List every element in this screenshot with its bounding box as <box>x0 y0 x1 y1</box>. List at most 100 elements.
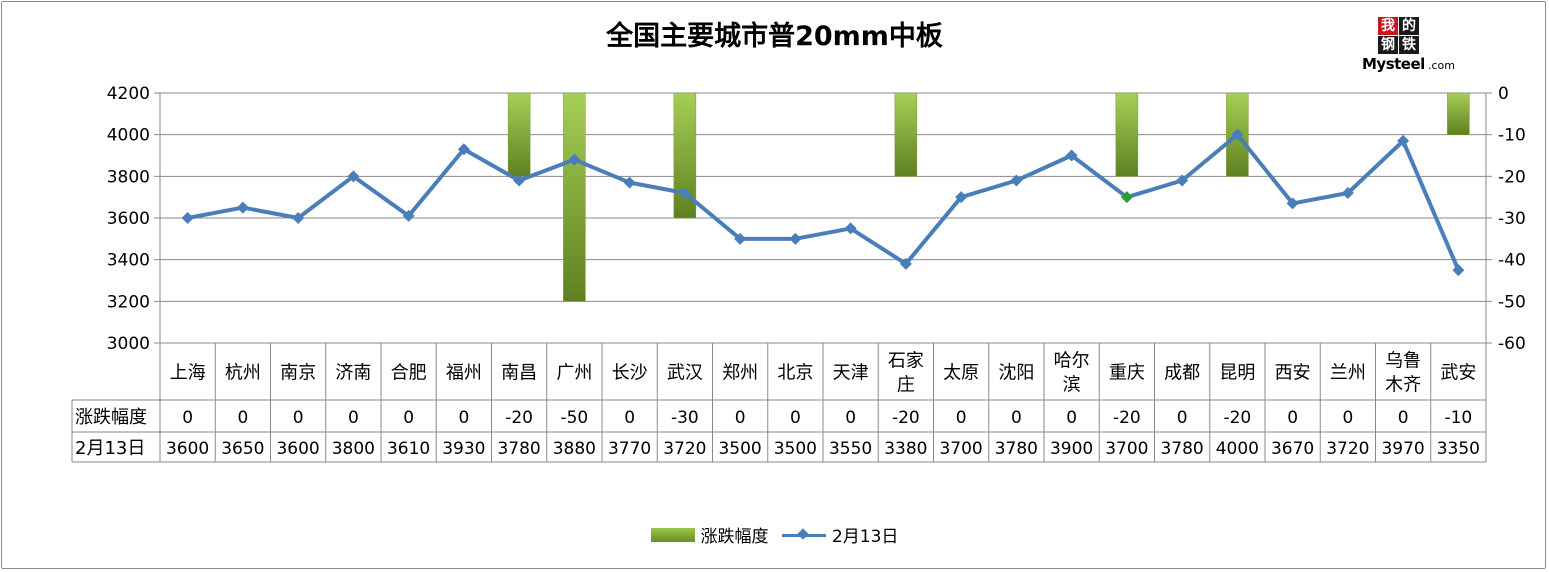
table-cell: 3880 <box>553 439 596 459</box>
table-cell: 3380 <box>884 439 927 459</box>
bar <box>563 92 586 302</box>
data-point <box>1286 197 1299 210</box>
category-label: 南昌 <box>501 363 537 384</box>
table-cell: 3500 <box>718 439 761 459</box>
category-label: 北京 <box>777 363 813 384</box>
table-cell: 3670 <box>1271 439 1314 459</box>
table-cell: 3610 <box>387 439 430 459</box>
table-cell: -10 <box>1444 408 1472 428</box>
table-cell: 3780 <box>1160 439 1203 459</box>
table-cell: -50 <box>560 408 588 428</box>
table-cell: -20 <box>505 408 533 428</box>
table-cell: -20 <box>1113 408 1141 428</box>
category-label: 合肥 <box>391 363 427 384</box>
data-point <box>1397 134 1410 147</box>
bar <box>507 92 531 177</box>
category-label: 郑州 <box>722 363 758 384</box>
category-label: 长沙 <box>612 363 648 384</box>
table-cell: -20 <box>892 408 920 428</box>
bar <box>1115 92 1139 177</box>
category-label: 木齐 <box>1385 375 1421 396</box>
line-series <box>181 128 1465 277</box>
table-cell: 3970 <box>1381 439 1424 459</box>
data-point <box>457 143 470 156</box>
table-cell: 3800 <box>332 439 375 459</box>
table-cell: 3780 <box>497 439 540 459</box>
table-cell: 0 <box>1011 408 1022 428</box>
table-cell: 0 <box>458 408 469 428</box>
category-label: 天津 <box>833 363 869 384</box>
category-label: 重庆 <box>1109 363 1145 384</box>
data-point <box>513 174 526 187</box>
bar-series <box>507 92 1470 302</box>
category-label: 石家 <box>888 351 924 372</box>
table-cell: 3550 <box>829 439 872 459</box>
data-point <box>1231 128 1244 141</box>
left-tick-label: 3000 <box>107 334 150 354</box>
table-cell: 0 <box>1066 408 1077 428</box>
left-tick-label: 3200 <box>107 292 150 312</box>
axes: 3000 3200 3400 3600 3800 4000 4200 -60 -50 -40 -30… <box>107 84 1526 354</box>
table-cell: 0 <box>1177 408 1188 428</box>
logo-brand: Mysteel <box>1362 55 1425 73</box>
category-label: 南京 <box>280 363 316 384</box>
category-label: 济南 <box>335 363 371 384</box>
logo-char: 钢 <box>1378 36 1398 54</box>
mysteel-logo: 我 的 钢 铁 Mysteel .com <box>1362 17 1472 77</box>
table-cell: 3720 <box>663 439 706 459</box>
table-cell: 0 <box>1287 408 1298 428</box>
category-label: 成都 <box>1164 363 1200 384</box>
category-label: 兰州 <box>1330 363 1366 384</box>
category-label: 昆明 <box>1219 363 1255 384</box>
table-cell: 0 <box>1342 408 1353 428</box>
category-label: 庄 <box>897 375 915 396</box>
legend-line-swatch <box>781 528 826 542</box>
category-label: 武汉 <box>667 363 703 384</box>
legend-line-label: 2月13日 <box>831 527 899 547</box>
category-label: 滨 <box>1063 375 1081 396</box>
table-cell: 3700 <box>1105 439 1148 459</box>
table-cell: 3780 <box>995 439 1038 459</box>
table-cell: 0 <box>956 408 967 428</box>
legend-bar-swatch <box>650 527 695 542</box>
legend-item-line: 2月13日 <box>781 522 899 547</box>
table-cell: 0 <box>845 408 856 428</box>
data-point <box>899 257 912 270</box>
table-cell: 0 <box>182 408 193 428</box>
table-cell: 3600 <box>276 439 319 459</box>
table-cell: 4000 <box>1216 439 1259 459</box>
data-point <box>789 232 802 245</box>
right-tick-label: -50 <box>1498 292 1526 312</box>
data-point <box>734 232 747 245</box>
category-label: 上海 <box>170 363 206 384</box>
data-point <box>1010 174 1023 187</box>
data-point <box>568 153 581 166</box>
bar <box>673 92 697 219</box>
bar <box>894 92 918 177</box>
logo-char: 我 <box>1378 17 1398 35</box>
table-cell: 0 <box>1398 408 1409 428</box>
right-tick-label: -60 <box>1498 334 1526 354</box>
left-tick-label: 4200 <box>107 84 150 104</box>
data-point <box>1176 174 1189 187</box>
right-tick-label: -20 <box>1498 167 1526 187</box>
table-row-header: 涨跌幅度 <box>75 407 147 428</box>
table-cell: 0 <box>237 408 248 428</box>
left-tick-label: 3800 <box>107 167 150 187</box>
category-label: 沈阳 <box>998 363 1034 384</box>
table-cell: 0 <box>348 408 359 428</box>
legend: 涨跌幅度 2月13日 <box>0 522 1549 547</box>
category-label: 福州 <box>446 363 482 384</box>
category-label: 哈尔 <box>1054 351 1090 372</box>
table-cell: 0 <box>790 408 801 428</box>
table-cell: 3930 <box>442 439 485 459</box>
data-point <box>292 212 305 224</box>
chart-title: 全国主要城市普20mm中板 <box>606 21 943 52</box>
table-cell: -20 <box>1223 408 1251 428</box>
data-point <box>236 201 249 214</box>
table-cell: 0 <box>293 408 304 428</box>
table-cell: 3700 <box>939 439 982 459</box>
table-row-header: 2月13日 <box>75 438 145 459</box>
